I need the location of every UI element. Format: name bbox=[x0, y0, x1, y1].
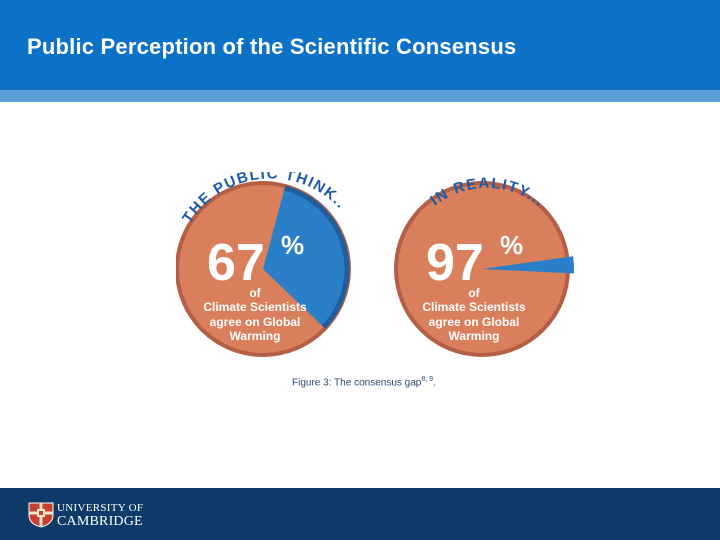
big-percent-value: 97 bbox=[426, 234, 484, 292]
pie-label-line: Warming bbox=[449, 329, 500, 343]
header-stripe bbox=[0, 90, 720, 102]
figure-caption: Figure 3: The consensus gap8, 9. bbox=[292, 376, 436, 388]
pie-label-line: Warming bbox=[230, 329, 281, 343]
pie-label-line: agree on Global bbox=[210, 315, 301, 329]
cambridge-shield-icon bbox=[28, 502, 54, 528]
caption-reference: 8, 9 bbox=[421, 376, 434, 383]
university-line1: UNIVERSITY OF bbox=[57, 502, 144, 514]
footer-bar bbox=[0, 488, 720, 540]
consensus-figure: 67% of Climate Scientists agree on Global Wa… bbox=[176, 172, 576, 372]
pie-slice-other bbox=[482, 256, 574, 274]
pie-slice-edge bbox=[284, 185, 350, 329]
big-percent-value: 67 bbox=[207, 234, 265, 292]
university-wordmark: UNIVERSITY OF CAMBRIDGE bbox=[57, 502, 143, 529]
university-line2: CAMBRIDGE bbox=[57, 514, 143, 529]
pie-label-line: of bbox=[249, 286, 261, 300]
caption-end: . bbox=[433, 377, 436, 389]
slide-title: Public Perception of the Scientific Cons… bbox=[27, 34, 517, 59]
pie-label-line: Climate Scientists bbox=[422, 300, 526, 314]
percent-sign: % bbox=[281, 230, 304, 260]
pie-label-line: Climate Scientists bbox=[203, 300, 307, 314]
slide-header bbox=[0, 0, 720, 90]
pie-slice-other bbox=[263, 187, 347, 328]
caption-text: Figure 3: The consensus gap bbox=[292, 377, 422, 389]
pie-label-line: of bbox=[468, 286, 480, 300]
pie-label-line: agree on Global bbox=[429, 315, 520, 329]
percent-sign: % bbox=[500, 230, 523, 260]
